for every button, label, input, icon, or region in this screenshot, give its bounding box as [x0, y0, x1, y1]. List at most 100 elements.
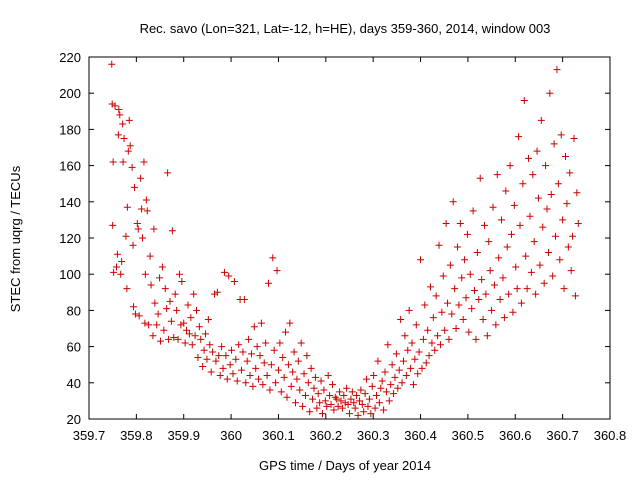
- data-point: [449, 198, 457, 206]
- data-point: [455, 301, 463, 309]
- data-point: [177, 321, 185, 329]
- data-point: [337, 397, 345, 405]
- data-point: [375, 399, 383, 407]
- data-point: [380, 406, 388, 414]
- data-point: [522, 252, 530, 260]
- data-point: [387, 381, 395, 389]
- data-point: [368, 382, 376, 390]
- data-point: [553, 66, 561, 74]
- chart-title: Rec. savo (Lon=321, Lat=-12, h=HE), days…: [140, 21, 551, 36]
- data-point: [550, 140, 558, 148]
- data-point: [233, 377, 241, 385]
- data-point: [468, 305, 476, 313]
- data-point: [485, 238, 493, 246]
- data-point: [130, 183, 138, 191]
- data-point: [138, 205, 146, 213]
- data-point: [556, 256, 564, 264]
- data-point: [190, 290, 198, 298]
- data-point: [292, 399, 300, 407]
- data-point: [539, 223, 547, 231]
- data-point: [536, 261, 544, 269]
- data-point: [549, 272, 557, 280]
- data-point: [434, 332, 442, 340]
- data-point: [360, 408, 368, 416]
- data-point: [263, 372, 271, 380]
- data-point: [165, 335, 173, 343]
- data-point: [472, 335, 480, 343]
- data-point: [442, 220, 450, 228]
- y-tick-label: 180: [59, 122, 81, 137]
- plot-frame: [88, 56, 611, 420]
- data-point: [194, 353, 202, 361]
- y-tick-label: 120: [59, 231, 81, 246]
- data-point: [475, 296, 483, 304]
- data-point: [137, 174, 145, 182]
- data-point: [235, 341, 243, 349]
- data-point: [451, 285, 459, 293]
- data-point: [398, 379, 406, 387]
- data-point: [557, 131, 565, 139]
- data-point: [419, 335, 427, 343]
- data-point: [229, 370, 237, 378]
- data-point: [544, 248, 552, 256]
- data-point: [408, 339, 416, 347]
- data-point: [269, 254, 277, 262]
- data-point: [151, 299, 159, 307]
- data-point: [330, 406, 338, 414]
- data-point: [414, 370, 422, 378]
- x-tick-label: 360.7: [546, 428, 579, 443]
- data-point: [542, 162, 550, 170]
- data-point: [180, 319, 188, 327]
- data-point: [323, 402, 331, 410]
- data-point: [204, 315, 212, 323]
- data-point: [453, 243, 461, 251]
- data-point: [343, 384, 351, 392]
- data-point: [333, 395, 341, 403]
- data-point: [446, 261, 454, 269]
- data-point: [492, 321, 500, 329]
- data-point: [439, 272, 447, 280]
- data-point: [117, 270, 125, 278]
- data-point: [131, 310, 139, 318]
- data-point: [328, 381, 336, 389]
- data-point: [167, 317, 175, 325]
- data-point: [424, 326, 432, 334]
- data-point: [436, 341, 444, 349]
- data-point: [399, 357, 407, 365]
- data-point: [274, 366, 282, 374]
- data-point: [202, 330, 210, 338]
- data-point: [567, 267, 575, 275]
- data-point: [353, 391, 361, 399]
- data-point: [145, 321, 153, 329]
- data-point: [473, 248, 481, 256]
- y-tick-label: 20: [67, 412, 81, 427]
- data-point: [114, 131, 122, 139]
- data-point: [280, 373, 288, 381]
- data-point: [256, 352, 264, 360]
- data-point: [232, 355, 240, 363]
- data-point: [191, 332, 199, 340]
- data-point: [230, 277, 238, 285]
- data-point: [469, 207, 477, 215]
- data-point: [310, 384, 318, 392]
- data-point: [249, 382, 257, 390]
- data-point: [503, 243, 511, 251]
- data-point: [290, 348, 298, 356]
- data-point: [512, 263, 520, 271]
- data-point: [350, 399, 358, 407]
- data-point: [392, 350, 400, 358]
- x-axis-title: GPS time / Days of year 2014: [259, 458, 431, 473]
- data-point: [537, 116, 545, 124]
- data-point: [108, 100, 116, 108]
- data-point: [150, 225, 158, 233]
- data-point: [266, 386, 274, 394]
- data-point: [502, 187, 510, 195]
- y-tick-label: 200: [59, 86, 81, 101]
- data-point: [334, 402, 342, 410]
- data-point: [239, 348, 247, 356]
- data-point: [395, 366, 403, 374]
- x-tick-label: 360.3: [357, 428, 390, 443]
- data-point: [570, 134, 578, 142]
- data-point: [250, 323, 258, 331]
- data-point: [546, 89, 554, 97]
